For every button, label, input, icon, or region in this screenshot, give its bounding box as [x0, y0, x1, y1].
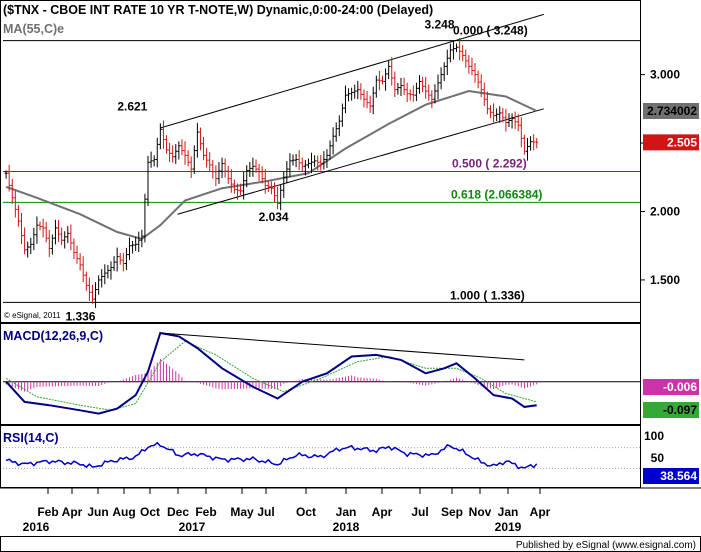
rsi-tick-label: 100 [644, 429, 664, 443]
macd-trend-line [160, 332, 525, 361]
fib-level-label: 0.618 (2.066384) [451, 187, 542, 201]
macd-panel-frame [0, 323, 641, 425]
trend-channel-line [177, 108, 544, 215]
rsi-value-tag: 38.564 [660, 469, 697, 483]
x-tick-label: May [230, 505, 254, 519]
macd-layer [3, 331, 640, 415]
rsi-layer [3, 441, 640, 470]
x-axis: Feb Apr Jun Aug Oct Dec Feb May Jul Oct Jan Apr Jul S… [23, 488, 551, 534]
signal-value-tag: -0.097 [663, 403, 697, 417]
x-tick-label: Jun [87, 505, 108, 519]
macd-signal-line [5, 340, 537, 411]
x-year-label: 2016 [23, 520, 50, 534]
signal-value-tag-bg [643, 402, 699, 418]
fib-level-label: 1.000 ( 1.336) [450, 288, 525, 302]
x-tick-label: Dec [167, 505, 189, 519]
price-tick-label: 1.500 [650, 273, 680, 287]
x-tick-label: Apr [62, 505, 83, 519]
ma-value-tag: 2.734002 [647, 104, 697, 118]
copyright-text: © eSignal, 2011 [4, 311, 61, 320]
rsi-value-tag-bg [643, 468, 699, 484]
x-tick-label: Jan [498, 505, 519, 519]
x-tick-label: Jan [336, 505, 357, 519]
x-tick-label: Nov [469, 505, 492, 519]
close-value-tag: 2.505 [667, 135, 697, 149]
ma-legend: MA(55,C)e [3, 22, 64, 36]
macd-legend: MACD(12,26,9,C) [3, 329, 103, 343]
rsi-tick-label: 50 [651, 451, 665, 465]
price-layer: 0.000 ( 3.248)0.500 ( 2.292)0.618 (2.066… [3, 13, 640, 323]
published-by-text: Published by eSignal (www.esignal.com) [516, 540, 696, 551]
x-tick-label: Feb [37, 505, 58, 519]
chart-title: ($TNX - CBOE INT RATE 10 YR T-NOTE,W) Dy… [3, 3, 433, 17]
x-tick-label: Apr [372, 505, 393, 519]
fib-level-label: 0.500 ( 2.292) [452, 157, 527, 171]
rsi-line [5, 441, 538, 470]
x-year-label: 2018 [333, 520, 360, 534]
x-tick-label: Jul [257, 505, 274, 519]
macd-value-tag-bg [643, 379, 699, 395]
rsi-panel-frame [0, 425, 641, 488]
x-year-label: 2019 [495, 520, 522, 534]
x-tick-label: Sep [441, 505, 463, 519]
ma-value-tag-bg [643, 103, 699, 120]
price-tick-label: 3.000 [650, 68, 680, 82]
macd-line [5, 331, 537, 415]
pivot-label: 1.336 [65, 309, 95, 323]
x-year-label: 2017 [179, 520, 206, 534]
x-tick-label: Feb [195, 505, 216, 519]
pivot-label: 2.621 [117, 99, 147, 113]
close-value-tag-bg [643, 134, 699, 151]
x-tick-label: Oct [140, 505, 160, 519]
trend-channel-line [160, 13, 544, 129]
rsi-legend: RSI(14,C) [3, 431, 59, 445]
macd-value-tag: -0.006 [663, 380, 697, 394]
price-tick-label: 2.000 [650, 204, 680, 218]
pivot-label: 3.248 [424, 18, 454, 32]
x-tick-label: Apr [530, 505, 551, 519]
x-tick-label: Oct [296, 505, 316, 519]
x-tick-label: Jul [411, 505, 428, 519]
pivot-label: 2.034 [259, 210, 289, 224]
x-tick-label: Aug [112, 505, 135, 519]
y-axis: 3.0002.5002.0001.500100502.7340022.505-0… [640, 68, 699, 484]
